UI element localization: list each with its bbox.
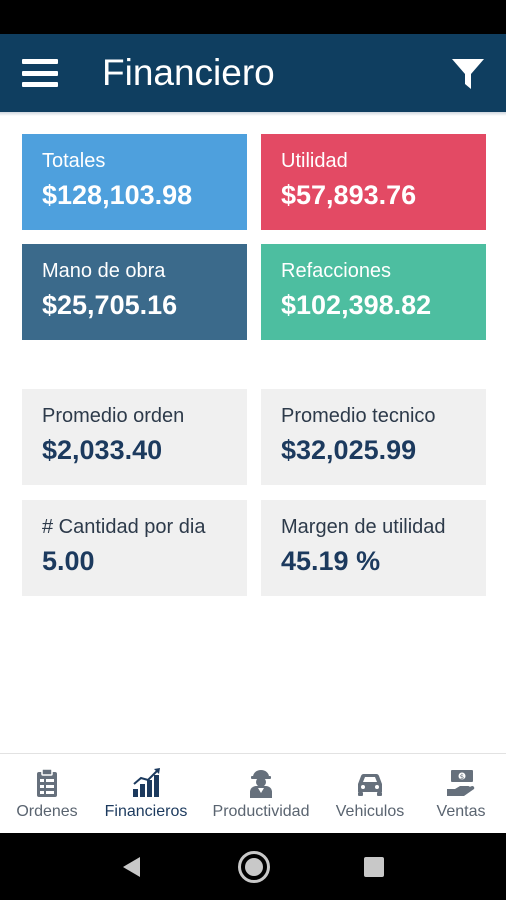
card-label: Refacciones <box>281 260 392 282</box>
svg-text:$: $ <box>460 773 464 781</box>
filter-funnel-icon[interactable] <box>450 56 486 92</box>
money-hand-icon: $ <box>447 770 475 796</box>
card-label: Utilidad <box>281 150 348 172</box>
nav-label: Productividad <box>212 803 310 820</box>
card-value: $2,033.40 <box>42 435 163 465</box>
nav-item-ventas[interactable]: $ Ventas <box>428 754 494 834</box>
home-circle-icon[interactable] <box>237 850 271 884</box>
technician-icon <box>250 770 272 798</box>
nav-label: Financieros <box>104 803 188 820</box>
nav-label: Vehiculos <box>335 803 405 820</box>
bottom-navigation: Ordenes Financieros Productividad <box>0 753 506 833</box>
status-bar <box>0 0 506 34</box>
back-triangle-icon[interactable] <box>120 855 142 879</box>
card-mano-de-obra[interactable]: Mano de obra $25,705.16 <box>22 244 247 340</box>
nav-item-productividad[interactable]: Productividad <box>204 754 318 834</box>
card-value: $32,025.99 <box>281 435 417 465</box>
nav-label: Ventas <box>436 803 486 820</box>
card-promedio-tecnico[interactable]: Promedio tecnico $32,025.99 <box>261 389 486 485</box>
card-label: Margen de utilidad <box>281 516 446 538</box>
card-totales[interactable]: Totales $128,103.98 <box>22 134 247 230</box>
clipboard-icon <box>37 768 57 797</box>
nav-label: Ordenes <box>16 803 78 820</box>
system-navigation-bar <box>0 833 506 900</box>
nav-item-financieros[interactable]: Financieros <box>97 754 195 834</box>
bar-chart-icon <box>133 768 160 797</box>
card-label: Promedio tecnico <box>281 405 436 427</box>
card-refacciones[interactable]: Refacciones $102,398.82 <box>261 244 486 340</box>
hamburger-menu-icon[interactable] <box>22 57 58 89</box>
card-value: 45.19 % <box>281 546 381 576</box>
card-label: Mano de obra <box>42 260 166 282</box>
card-value: $102,398.82 <box>281 290 432 320</box>
card-cantidad-por-dia[interactable]: # Cantidad por dia 5.00 <box>22 500 247 596</box>
card-utilidad[interactable]: Utilidad $57,893.76 <box>261 134 486 230</box>
car-icon <box>358 773 382 796</box>
card-value: $128,103.98 <box>42 180 193 210</box>
card-value: $25,705.16 <box>42 290 178 320</box>
app-bar: Financiero <box>0 34 506 112</box>
card-value: 5.00 <box>42 546 95 576</box>
card-promedio-orden[interactable]: Promedio orden $2,033.40 <box>22 389 247 485</box>
recents-square-icon[interactable] <box>363 856 385 878</box>
card-label: Promedio orden <box>42 405 185 427</box>
nav-item-ordenes[interactable]: Ordenes <box>10 754 84 834</box>
card-value: $57,893.76 <box>281 180 417 210</box>
card-label: Totales <box>42 150 106 172</box>
page-title: Financiero <box>102 52 275 93</box>
card-margen-de-utilidad[interactable]: Margen de utilidad 45.19 % <box>261 500 486 596</box>
nav-item-vehiculos[interactable]: Vehiculos <box>329 754 411 834</box>
card-label: # Cantidad por dia <box>42 516 206 538</box>
